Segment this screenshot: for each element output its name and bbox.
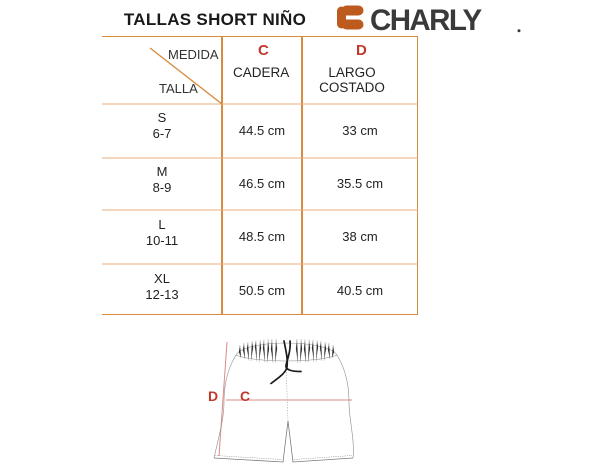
svg-text:C: C xyxy=(240,388,250,404)
svg-text:CHARLY: CHARLY xyxy=(370,4,483,37)
svg-text:D: D xyxy=(208,388,218,404)
